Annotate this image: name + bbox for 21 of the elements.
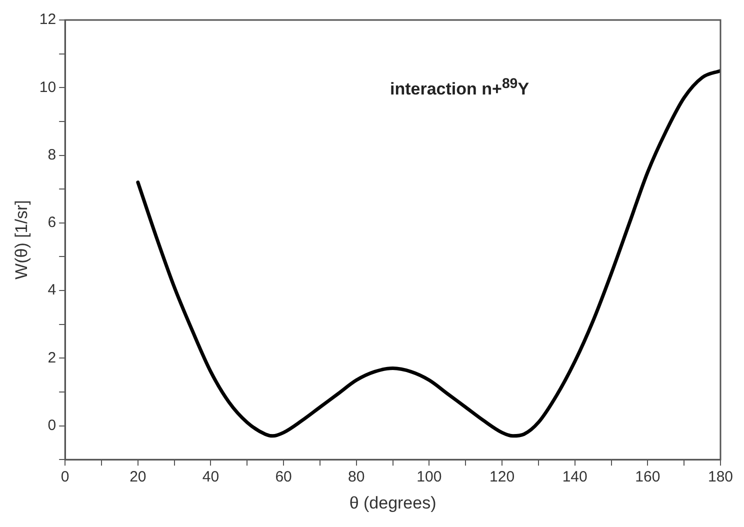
- x-tick-label: 80: [348, 468, 365, 486]
- x-tick-label: 120: [490, 468, 515, 486]
- y-tick-label: 8: [48, 146, 56, 164]
- x-tick-label: 160: [635, 468, 660, 486]
- x-tick-label: 20: [130, 468, 146, 486]
- x-tick-label: 60: [275, 468, 292, 486]
- y-tick-label: 0: [48, 416, 56, 434]
- annotation: interaction n+$^{89}$Y: [390, 76, 530, 100]
- x-tick-label: 100: [416, 468, 442, 486]
- y-tick-label: 10: [39, 78, 56, 96]
- line-series: [136, 68, 720, 438]
- y-axis-title: W(θ) [1/sr]: [12, 200, 31, 280]
- y-tick-label: 4: [48, 282, 56, 299]
- y-tick-label: 6: [48, 214, 56, 232]
- y-tick-label: 2: [48, 349, 56, 366]
- x-tick-label: 0: [60, 468, 70, 486]
- x-tick-label: 180: [708, 468, 733, 486]
- x-axis-title: θ (degrees): [349, 493, 436, 512]
- y-tick-label: 12: [39, 11, 56, 28]
- x-tick-label: 40: [202, 468, 220, 486]
- x-tick-label: 140: [562, 468, 588, 486]
